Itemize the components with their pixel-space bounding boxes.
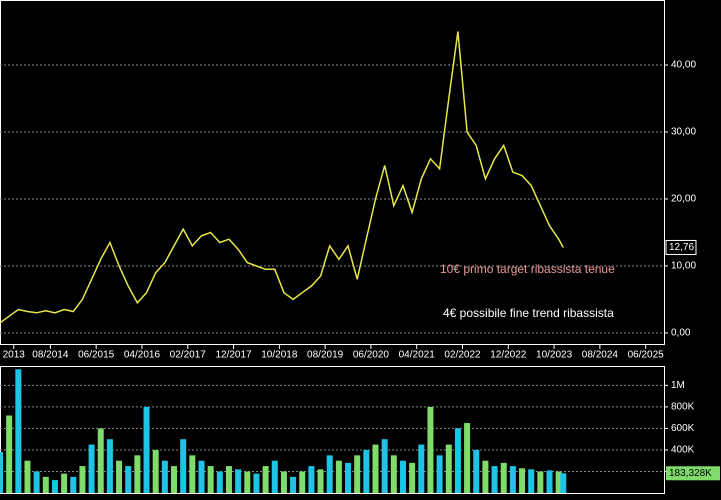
volume-bar bbox=[491, 466, 498, 493]
volume-bar bbox=[560, 473, 567, 493]
volume-bar bbox=[482, 460, 489, 493]
y-tick-label: 0,00 bbox=[671, 328, 691, 339]
volume-bar bbox=[88, 444, 95, 493]
last-value-box bbox=[665, 239, 697, 255]
volume-bar bbox=[290, 476, 297, 493]
volume-bar bbox=[180, 439, 187, 493]
volume-bar bbox=[198, 460, 205, 493]
volume-bar bbox=[500, 462, 507, 493]
x-tick-label: 06/2020 bbox=[353, 350, 390, 361]
x-tick-label: 02/2022 bbox=[444, 350, 481, 361]
y-tick-label: 30,00 bbox=[671, 127, 696, 138]
last-value-label: 12,76 bbox=[669, 242, 694, 253]
y-tick-label: 400K bbox=[671, 445, 695, 456]
volume-bar bbox=[225, 466, 232, 493]
last-value-box bbox=[666, 466, 720, 481]
volume-bar bbox=[70, 476, 77, 493]
volume-bar bbox=[216, 471, 223, 493]
volume-bar bbox=[253, 473, 260, 493]
y-tick-label: 800K bbox=[671, 402, 695, 413]
volume-bar bbox=[207, 466, 214, 493]
volume-bar bbox=[134, 455, 141, 493]
x-tick-label: 12/2022 bbox=[490, 350, 527, 361]
volume-bar bbox=[280, 471, 287, 493]
volume-bar bbox=[244, 471, 251, 493]
volume-bar bbox=[271, 460, 278, 493]
x-tick-label: 06/2025 bbox=[628, 350, 665, 361]
annotation: 10€ primo target ribassista tenue bbox=[440, 262, 615, 276]
volume-bar bbox=[15, 369, 22, 493]
volume-bar bbox=[51, 480, 58, 493]
x-tick-label: 02/2017 bbox=[170, 350, 207, 361]
x-tick-label: 06/2015 bbox=[78, 350, 115, 361]
price-line bbox=[0, 31, 564, 324]
x-tick-label: 08/2019 bbox=[307, 350, 344, 361]
volume-bar bbox=[308, 466, 315, 493]
volume-bar bbox=[354, 455, 361, 493]
volume-bar bbox=[399, 460, 406, 493]
y-tick-label: 40,00 bbox=[671, 60, 696, 71]
volume-bar bbox=[509, 466, 516, 493]
volume-bar bbox=[106, 439, 113, 493]
volume-bar bbox=[143, 406, 150, 493]
volume-bar bbox=[335, 460, 342, 493]
volume-bar bbox=[409, 462, 416, 493]
x-tick-label: 2013 bbox=[3, 350, 26, 361]
volume-bar bbox=[445, 444, 452, 493]
price-panel bbox=[0, 0, 665, 345]
x-tick-label: 04/2021 bbox=[399, 350, 436, 361]
volume-bar bbox=[345, 462, 352, 493]
y-tick-label: 20,00 bbox=[671, 194, 696, 205]
volume-panel bbox=[0, 366, 665, 494]
volume-bar bbox=[317, 469, 324, 493]
x-tick-label: 10/2023 bbox=[536, 350, 573, 361]
volume-bar bbox=[189, 455, 196, 493]
volume-bar bbox=[464, 423, 471, 493]
volume-bar bbox=[555, 471, 562, 493]
volume-bar bbox=[171, 466, 178, 493]
y-tick-label: 10,00 bbox=[671, 261, 696, 272]
volume-bar bbox=[152, 449, 159, 493]
volume-bar bbox=[6, 415, 13, 493]
volume-bar bbox=[454, 428, 461, 493]
volume-bar bbox=[519, 468, 526, 493]
y-tick-label: 1M bbox=[671, 380, 685, 391]
x-tick-label: 08/2024 bbox=[582, 350, 619, 361]
volume-bar bbox=[125, 466, 132, 493]
volume-bar bbox=[33, 471, 40, 493]
y-tick-label: 600K bbox=[671, 423, 695, 434]
volume-bar bbox=[299, 471, 306, 493]
volume-bar bbox=[418, 444, 425, 493]
volume-bar bbox=[161, 460, 168, 493]
x-tick-label: 10/2018 bbox=[261, 350, 298, 361]
volume-bar bbox=[79, 466, 86, 493]
volume-bar bbox=[24, 460, 31, 493]
volume-bar bbox=[116, 460, 123, 493]
volume-bar bbox=[363, 449, 370, 493]
volume-bar bbox=[537, 471, 544, 493]
volume-bar bbox=[262, 466, 269, 493]
volume-bar bbox=[61, 473, 68, 493]
volume-bar bbox=[546, 470, 553, 493]
volume-bar bbox=[326, 455, 333, 493]
x-tick-label: 12/2017 bbox=[215, 350, 252, 361]
volume-bar bbox=[390, 455, 397, 493]
x-tick-label: 08/2014 bbox=[32, 350, 69, 361]
volume-bar bbox=[528, 469, 535, 493]
x-tick-label: 04/2016 bbox=[124, 350, 161, 361]
volume-bar bbox=[235, 469, 242, 493]
volume-bar bbox=[381, 439, 388, 493]
volume-bar bbox=[427, 406, 434, 493]
volume-bar bbox=[436, 455, 443, 493]
volume-bar bbox=[473, 449, 480, 493]
volume-bar bbox=[0, 452, 3, 493]
volume-bar bbox=[97, 428, 104, 493]
annotation: 4€ possibile fine trend ribassista bbox=[443, 306, 614, 320]
last-value-label: 183,328K bbox=[669, 468, 712, 479]
volume-bar bbox=[372, 444, 379, 493]
volume-bar bbox=[42, 476, 49, 493]
